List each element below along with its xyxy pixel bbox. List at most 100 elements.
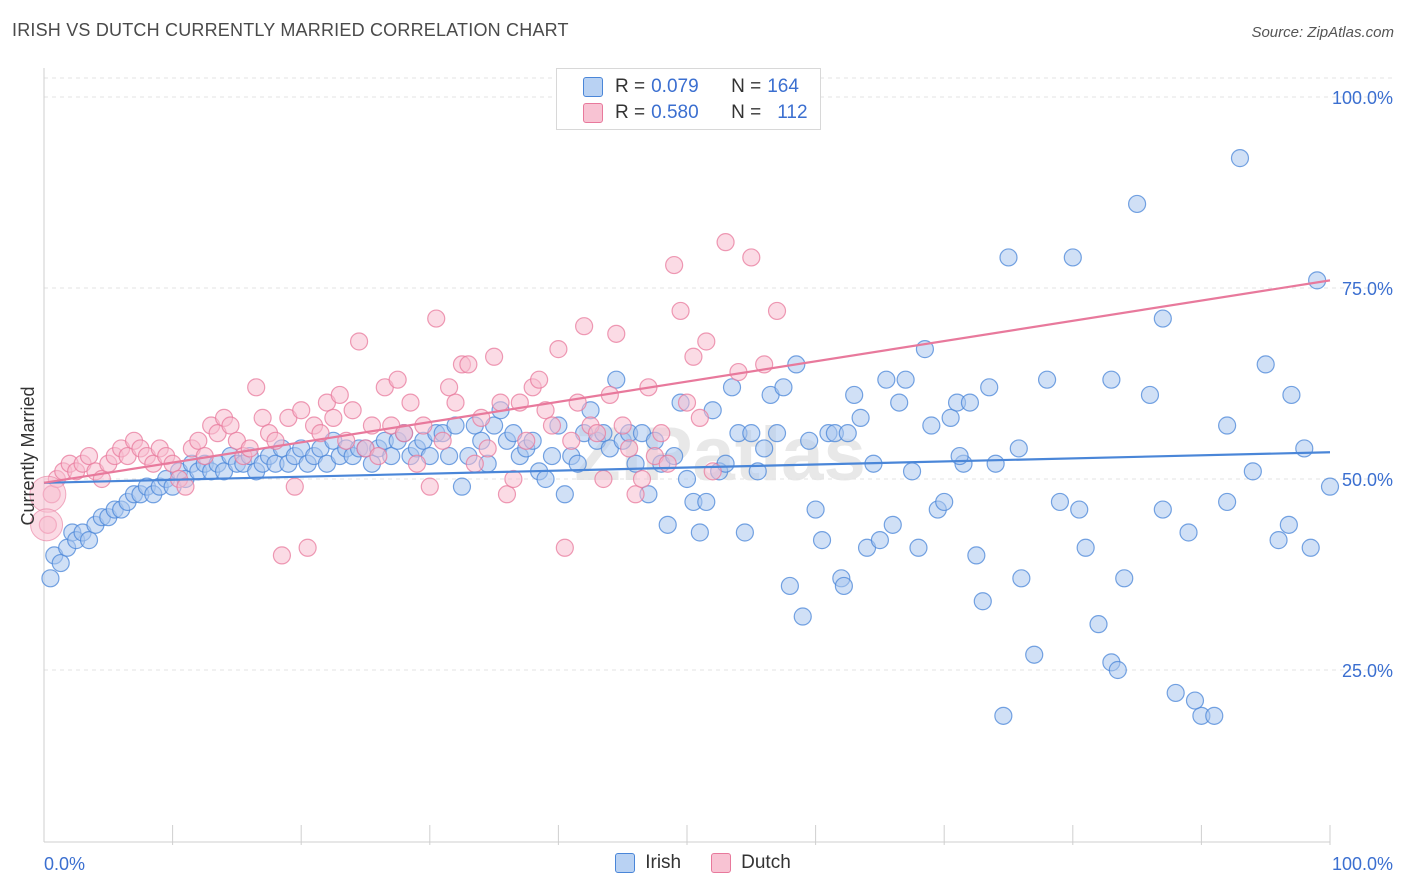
dutch-point: [324, 408, 343, 427]
irish-point: [812, 531, 832, 550]
dutch-point: [407, 454, 427, 473]
dutch-point: [401, 393, 420, 412]
irish-point: [890, 393, 909, 412]
dutch-r-value: 0.580: [651, 102, 699, 123]
x-tick-label: 0.0%: [44, 854, 85, 874]
irish-point: [973, 592, 992, 611]
irish-point: [542, 446, 562, 466]
legend-row-irish: R = 0.079 N = 164: [583, 74, 799, 100]
irish-point: [960, 393, 980, 412]
dutch-point: [620, 439, 639, 458]
dutch-point: [613, 416, 632, 435]
legend-row-dutch: R = 0.580 N = 112: [583, 100, 808, 126]
irish-point: [1009, 439, 1028, 458]
irish-point: [1102, 370, 1121, 389]
irish-point: [1279, 515, 1298, 534]
irish-point: [883, 515, 902, 534]
irish-point: [986, 454, 1005, 473]
dutch-point: [285, 477, 304, 496]
irish-r-value: 0.079: [651, 76, 699, 97]
dutch-point: [176, 477, 195, 496]
dutch-point: [716, 233, 735, 252]
y-tick-label: 25.0%: [1342, 661, 1393, 681]
dutch-point: [459, 355, 478, 374]
dutch-point: [388, 370, 407, 389]
irish-point: [677, 469, 697, 489]
irish-point: [1320, 477, 1340, 496]
irish-point: [755, 439, 774, 458]
dutch-point: [703, 462, 722, 481]
irish-point: [735, 523, 754, 542]
dutch-point: [594, 469, 613, 489]
irish-point: [1185, 691, 1205, 710]
dutch-point: [536, 401, 555, 420]
axis-labels: 25.0% 50.0% 75.0% 100.0% 0.0% 100.0% Currently…: [18, 88, 1393, 874]
irish-point: [742, 424, 761, 443]
dutch-point: [568, 393, 587, 412]
dutch-swatch: [583, 103, 603, 123]
dutch-point: [504, 469, 523, 489]
dutch-point: [562, 431, 581, 450]
irish-point: [51, 553, 70, 573]
irish-point: [452, 477, 472, 496]
dutch-point: [369, 446, 388, 466]
irish-point: [1012, 569, 1031, 588]
trend-lines: [43, 279, 1331, 484]
dutch-point: [485, 347, 504, 366]
dutch-point: [767, 301, 787, 321]
irish-point: [877, 370, 896, 389]
dutch-point: [497, 485, 517, 504]
dutch-point: [465, 454, 484, 473]
irish-point: [1243, 462, 1262, 481]
irish-point: [1127, 194, 1147, 214]
dutch-point: [549, 340, 568, 359]
irish-point: [1218, 416, 1237, 435]
dutch-point: [292, 401, 311, 420]
irish-point: [1301, 538, 1320, 557]
irish-legend-label: Irish: [645, 852, 682, 873]
dutch-legend-label: Dutch: [741, 852, 791, 873]
irish-point: [439, 446, 459, 466]
irish-point: [658, 515, 677, 534]
irish-point: [1153, 500, 1172, 519]
dutch-point: [671, 301, 690, 321]
dutch-point: [665, 255, 684, 275]
irish-point: [980, 378, 999, 397]
irish-point: [1063, 248, 1082, 267]
dutch-point: [394, 424, 414, 443]
irish-point: [994, 706, 1013, 725]
dutch-point: [472, 408, 491, 427]
irish-point: [935, 492, 954, 512]
dutch-trend-line: [43, 279, 1331, 484]
irish-point: [902, 462, 922, 481]
irish-point: [1050, 492, 1070, 512]
irish-point: [1070, 500, 1089, 519]
dutch-point: [439, 378, 459, 397]
y-tick-label: 100.0%: [1332, 88, 1393, 108]
irish-point: [909, 538, 928, 557]
dutch-point: [491, 393, 510, 412]
irish-point: [1037, 370, 1057, 389]
dutch-point: [311, 424, 330, 443]
irish-point: [1179, 523, 1198, 542]
irish-point: [780, 576, 799, 596]
dutch-point: [221, 416, 240, 435]
irish-point: [697, 492, 716, 512]
irish-point: [774, 378, 793, 397]
irish-point: [1166, 683, 1185, 703]
dutch-point: [697, 332, 716, 351]
correlation-legend: R = 0.079 N = 164 R = 0.580 N = 112: [556, 68, 821, 130]
legend-item-dutch: Dutch: [711, 852, 791, 874]
irish-point: [941, 408, 960, 427]
dutch-point: [298, 538, 317, 557]
dutch-point: [555, 538, 574, 557]
dutch-point: [189, 431, 208, 450]
irish-point: [722, 378, 742, 397]
data-points: [29, 149, 1340, 725]
dutch-point: [587, 424, 607, 443]
irish-point: [1089, 615, 1108, 634]
irish-point: [800, 431, 819, 450]
irish-point: [536, 469, 555, 489]
irish-point: [748, 462, 767, 481]
dutch-point: [253, 408, 272, 427]
